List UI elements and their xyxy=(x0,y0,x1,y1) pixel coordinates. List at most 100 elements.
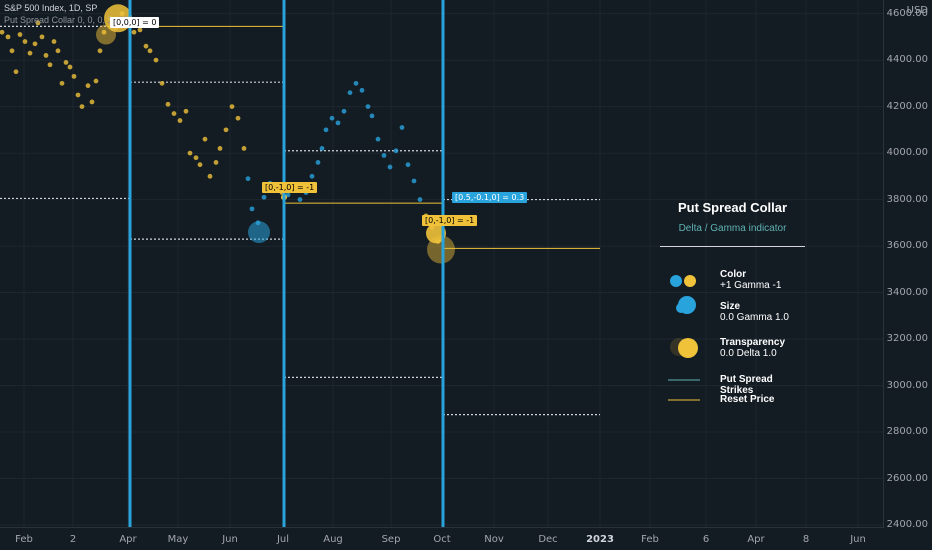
gamma-bubble xyxy=(426,223,446,244)
legend-title: Put Spread Collar xyxy=(677,200,788,215)
price-dot xyxy=(393,148,399,154)
time-tick-label: Aug xyxy=(323,534,343,545)
price-dot xyxy=(365,104,371,109)
price-dot xyxy=(153,57,159,63)
price-dot xyxy=(59,80,65,86)
price-dot xyxy=(51,39,57,44)
price-dot xyxy=(207,173,213,179)
price-dot xyxy=(249,206,255,212)
price-tick-label: 3600.00 xyxy=(886,240,928,252)
price-tick-label: 2400.00 xyxy=(886,519,928,530)
price-dot xyxy=(137,27,143,33)
color-swatch-blue xyxy=(670,275,682,287)
price-dot xyxy=(13,69,19,75)
price-dot xyxy=(329,115,335,121)
price-dot xyxy=(43,53,49,58)
legend-subtitle: Delta / Gamma indicator xyxy=(678,223,787,234)
time-tick-label: Feb xyxy=(15,534,33,545)
legend-strikes-row: Put Spread Strikes xyxy=(720,374,805,396)
legend-size-desc: 0.0 Gamma 1.0 xyxy=(720,312,789,323)
gamma-bubble xyxy=(248,221,270,244)
price-dot xyxy=(347,90,353,96)
time-tick-label: Jun xyxy=(850,534,866,545)
price-dot xyxy=(17,32,23,37)
legend-transparency-row: Transparency 0.0 Delta 1.0 xyxy=(720,337,785,359)
legend-color-desc: +1 Gamma -1 xyxy=(720,280,782,291)
price-dot xyxy=(97,48,103,54)
price-dot xyxy=(32,41,38,47)
price-dot xyxy=(177,118,183,123)
price-dot xyxy=(39,34,45,40)
greek-value-label: [0.5,-0.1,0] = 0.3 xyxy=(452,192,528,203)
greek-value-label: [0,-1,0] = -1 xyxy=(262,182,318,193)
price-tick-label: 4400.00 xyxy=(886,54,928,66)
price-dot xyxy=(22,39,28,44)
price-dot xyxy=(143,43,149,49)
price-tick-label: 3200.00 xyxy=(886,333,928,345)
indicator-title[interactable]: Put Spread Collar 0, 0, 0, 1, 220 xyxy=(4,15,133,25)
time-tick-label: Feb xyxy=(641,534,659,545)
price-dot xyxy=(89,99,95,105)
legend-transparency-label: Transparency xyxy=(720,337,786,348)
price-tick-label: 3400.00 xyxy=(886,286,928,298)
price-dot xyxy=(335,120,341,126)
legend-color-row: Color +1 Gamma -1 xyxy=(720,269,781,291)
price-dot xyxy=(217,146,223,151)
price-dot xyxy=(165,101,171,107)
price-dot xyxy=(71,73,77,79)
price-dot xyxy=(0,29,5,35)
currency-label: USD xyxy=(906,5,928,16)
price-dot xyxy=(63,60,69,65)
time-tick-label: 2 xyxy=(69,534,77,545)
time-tick-label: 2023 xyxy=(586,534,614,545)
chart-symbol-title[interactable]: S&P 500 Index, 1D, SP xyxy=(4,3,98,13)
time-tick-label: Apr xyxy=(119,534,137,545)
price-dot xyxy=(35,20,41,26)
price-dot xyxy=(353,80,359,86)
time-tick-label: Dec xyxy=(538,534,558,545)
price-axis[interactable]: USD 4600.00 4400.00 4200.00 4000.00 3800.00 3… xyxy=(883,0,932,530)
time-tick-label: Oct xyxy=(433,534,451,545)
legend-color-label: Color xyxy=(720,269,747,280)
time-tick-label: Sep xyxy=(381,534,401,545)
price-dot xyxy=(131,29,137,35)
price-dot xyxy=(93,78,99,84)
price-dot xyxy=(197,162,203,168)
price-dot xyxy=(359,87,365,93)
price-dot xyxy=(381,153,387,158)
price-dot xyxy=(235,115,241,121)
price-tick-label: 4200.00 xyxy=(886,100,928,112)
price-dot xyxy=(309,173,315,179)
price-dot xyxy=(399,125,405,130)
price-dot xyxy=(417,197,423,202)
time-axis[interactable]: Feb 2 Apr May Jun Jul Aug Sep Oct Nov Dec 2023 Feb 6 A… xyxy=(0,527,884,550)
price-dot xyxy=(387,164,393,170)
legend-strikes-label: Put Spread Strikes xyxy=(720,374,773,396)
greek-value-label: [0,0,0] = 0 xyxy=(110,17,160,28)
price-tick-label: 2800.00 xyxy=(886,426,928,438)
legend-transparency-desc: 0.0 Delta 1.0 xyxy=(720,348,777,359)
price-tick-label: 3000.00 xyxy=(886,379,928,391)
price-dot xyxy=(202,136,208,142)
color-swatch-yellow xyxy=(684,275,696,287)
gamma-bubble xyxy=(96,24,116,45)
price-dot xyxy=(405,162,411,168)
price-dot xyxy=(79,104,85,109)
legend-panel: Put Spread Collar Delta / Gamma indicato… xyxy=(660,200,805,405)
time-tick-label: Jun xyxy=(222,534,238,545)
gamma-bubble xyxy=(427,235,455,264)
price-dot xyxy=(241,146,247,151)
price-dot xyxy=(341,108,347,114)
price-dot xyxy=(285,192,291,198)
transparency-swatch-solid xyxy=(678,338,698,358)
price-dot xyxy=(159,80,165,86)
time-tick-label: 6 xyxy=(702,534,710,545)
time-tick-label: Nov xyxy=(484,534,504,545)
price-dot xyxy=(315,159,321,165)
legend-size-label: Size xyxy=(720,301,741,312)
price-dot xyxy=(411,178,417,184)
price-dot xyxy=(213,159,219,165)
price-dot xyxy=(55,48,61,54)
price-dot xyxy=(319,146,325,151)
legend-size-row: Size 0.0 Gamma 1.0 xyxy=(720,301,789,323)
